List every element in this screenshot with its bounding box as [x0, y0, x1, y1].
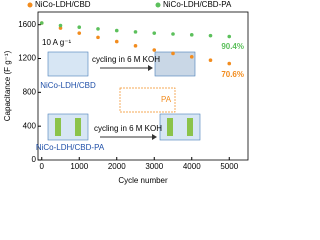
point: [77, 31, 82, 35]
annotation: cycling in 6 M KOH: [94, 124, 162, 133]
annotation: 10 A g⁻¹: [42, 38, 71, 47]
point: [77, 25, 82, 30]
annotation: PA: [161, 95, 172, 104]
pa-box: [119, 87, 176, 113]
point: [96, 35, 100, 40]
point: [227, 34, 232, 39]
legend-marker: [27, 2, 33, 8]
y-tick-label: 0: [32, 155, 37, 164]
arrow-head: [152, 134, 157, 140]
arrow-head: [148, 65, 153, 71]
point: [58, 26, 63, 30]
pa-layer: [75, 118, 81, 136]
x-tick-label: 5000: [220, 162, 238, 171]
point: [152, 31, 157, 35]
point: [171, 32, 175, 36]
pa-layer: [55, 118, 61, 136]
chart: 0 400 800 1200 1600 0 1000 2000 3000 4000 5000 Cycl…: [3, 0, 249, 185]
y-axis-label: Capacitance (F g⁻¹): [3, 50, 12, 121]
y-tick-label: 1600: [18, 20, 36, 29]
x-tick-label: 3000: [145, 162, 163, 171]
point: [58, 23, 63, 28]
point: [152, 48, 157, 52]
x-tick-label: 2000: [108, 162, 126, 171]
point: [114, 28, 119, 33]
legend-label: NiCo-LDH/CBD-PA: [163, 0, 232, 9]
point: [114, 39, 119, 44]
y-tick-label: 1200: [18, 54, 36, 63]
x-axis-label: Cycle number: [118, 176, 168, 185]
point: [208, 58, 213, 63]
electrode-pa-before: [47, 113, 89, 141]
legend-label: NiCo-LDH/CBD: [35, 0, 91, 9]
inset-diagram: [47, 51, 201, 141]
point: [96, 27, 100, 31]
legend-marker: [155, 2, 161, 8]
annotation: NiCo-LDH/CBD: [40, 81, 96, 90]
electrode-after: [154, 51, 196, 77]
point: [39, 21, 44, 25]
annotation: cycling in 6 M KOH: [92, 55, 160, 64]
x-tick-label: 4000: [183, 162, 201, 171]
point: [133, 30, 138, 34]
annotation: 90.4%: [221, 42, 244, 51]
x-tick-label: 0: [40, 162, 45, 171]
point: [227, 61, 232, 66]
pa-layer: [167, 118, 173, 136]
annotation: NiCo-LDH/CBD-PA: [36, 143, 105, 152]
y-tick-label: 400: [23, 121, 37, 130]
plot-frame: [37, 11, 249, 161]
electrode-pa-after: [159, 113, 201, 141]
y-tick-label: 800: [23, 87, 37, 96]
electrode-before: [47, 51, 89, 77]
point: [189, 33, 194, 37]
pa-layer: [187, 118, 193, 136]
point: [189, 55, 194, 59]
point: [208, 33, 213, 38]
point: [133, 44, 138, 48]
annotation: 70.6%: [221, 70, 244, 79]
x-tick-label: 1000: [70, 162, 88, 171]
point: [171, 51, 175, 56]
